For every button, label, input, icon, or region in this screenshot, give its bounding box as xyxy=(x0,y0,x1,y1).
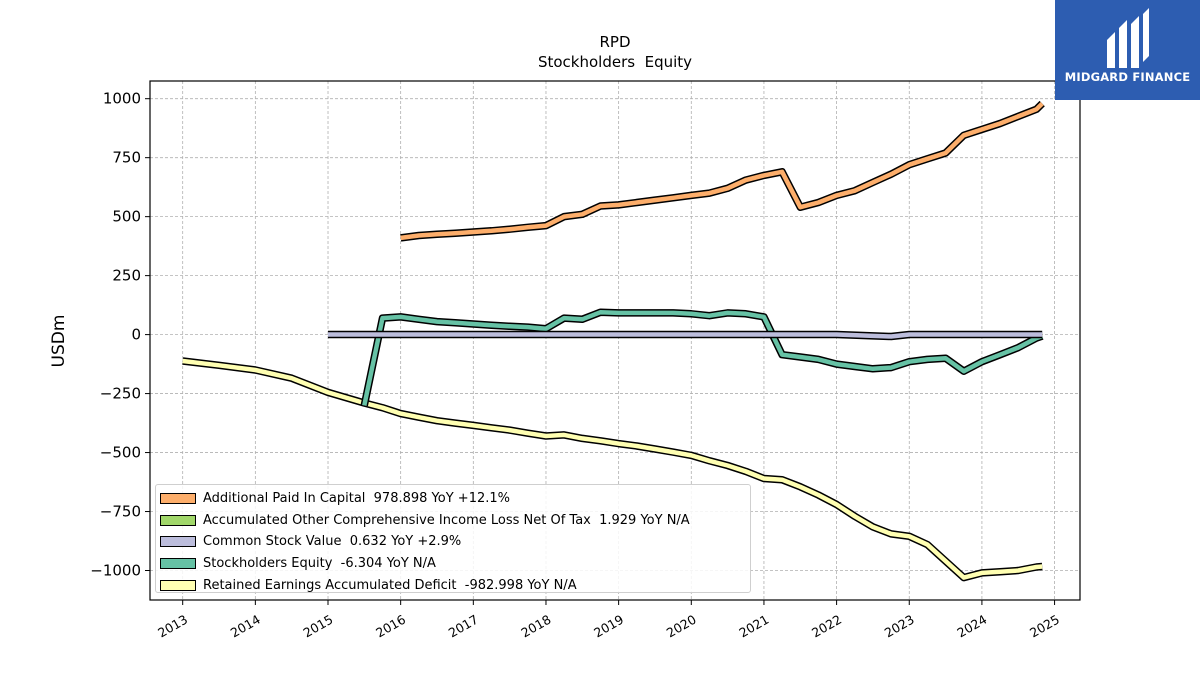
series-outline xyxy=(400,100,1045,242)
x-tick-label: 2018 xyxy=(518,612,553,641)
x-tick-label: 2013 xyxy=(155,612,190,641)
x-tick-label: 2017 xyxy=(446,612,481,641)
brand-logo: MIDGARD FINANCE xyxy=(1055,0,1200,100)
y-axis-label: USDm xyxy=(49,315,69,368)
legend-label: Additional Paid In Capital 978.898 YoY +… xyxy=(203,491,510,507)
legend-label: Accumulated Other Comprehensive Income L… xyxy=(203,512,690,528)
y-tick-label: 250 xyxy=(112,267,141,285)
brand-name: MIDGARD FINANCE xyxy=(1064,70,1191,84)
y-tick-label: 1000 xyxy=(103,90,141,108)
y-tick-label: −1000 xyxy=(90,562,141,580)
x-tick-label: 2015 xyxy=(300,612,335,641)
chart-subtitle: Stockholders Equity xyxy=(538,53,692,71)
legend-item: Common Stock Value 0.632 YoY +2.9% xyxy=(160,531,750,553)
y-tick-label: −500 xyxy=(100,444,141,462)
x-tick-label: 2016 xyxy=(373,612,408,641)
legend-swatch xyxy=(160,536,196,548)
x-tick-label: 2023 xyxy=(882,612,917,641)
series-line xyxy=(400,101,1044,241)
x-tick-label: 2025 xyxy=(1027,612,1062,641)
legend-swatch xyxy=(160,493,196,505)
legend-label: Retained Earnings Accumulated Deficit -9… xyxy=(203,577,577,593)
legend-swatch xyxy=(160,579,196,591)
y-axis: 1000 750 500 250 0 −250 −500 −750 −1000 xyxy=(90,90,150,580)
legend-label: Common Stock Value 0.632 YoY +2.9% xyxy=(203,534,462,550)
plot-frame xyxy=(149,80,1081,601)
legend-item: Additional Paid In Capital 978.898 YoY +… xyxy=(160,488,750,510)
legend-item: Accumulated Other Comprehensive Income L… xyxy=(160,510,750,532)
legend-item: Retained Earnings Accumulated Deficit -9… xyxy=(160,574,750,596)
x-tick-label: 2022 xyxy=(809,612,844,641)
series-line xyxy=(328,332,1043,339)
legend-item: Stockholders Equity -6.304 YoY N/A xyxy=(160,553,750,575)
series-line xyxy=(182,358,1043,580)
y-tick-label: 750 xyxy=(112,149,141,167)
x-tick-label: 2021 xyxy=(736,612,771,641)
y-tick-label: 500 xyxy=(112,208,141,226)
series-line xyxy=(362,309,1043,406)
x-axis: 2013 2014 2015 2016 2017 2018 2019 2020 2021 2022… xyxy=(155,600,1062,641)
y-tick-label: −250 xyxy=(100,385,141,403)
series-lines xyxy=(182,100,1045,582)
x-tick-label: 2019 xyxy=(591,612,626,641)
y-tick-label: −750 xyxy=(100,503,141,521)
logo-mark-icon xyxy=(1107,8,1149,68)
legend-swatch xyxy=(160,558,196,570)
x-tick-label: 2024 xyxy=(954,612,989,641)
y-tick-label: 0 xyxy=(131,326,141,344)
chart-title: RPD xyxy=(599,33,630,51)
legend-swatch xyxy=(160,514,196,526)
x-tick-label: 2014 xyxy=(228,612,263,641)
legend: Additional Paid In Capital 978.898 YoY +… xyxy=(155,484,751,593)
x-tick-label: 2020 xyxy=(664,612,699,641)
legend-label: Stockholders Equity -6.304 YoY N/A xyxy=(203,556,436,572)
